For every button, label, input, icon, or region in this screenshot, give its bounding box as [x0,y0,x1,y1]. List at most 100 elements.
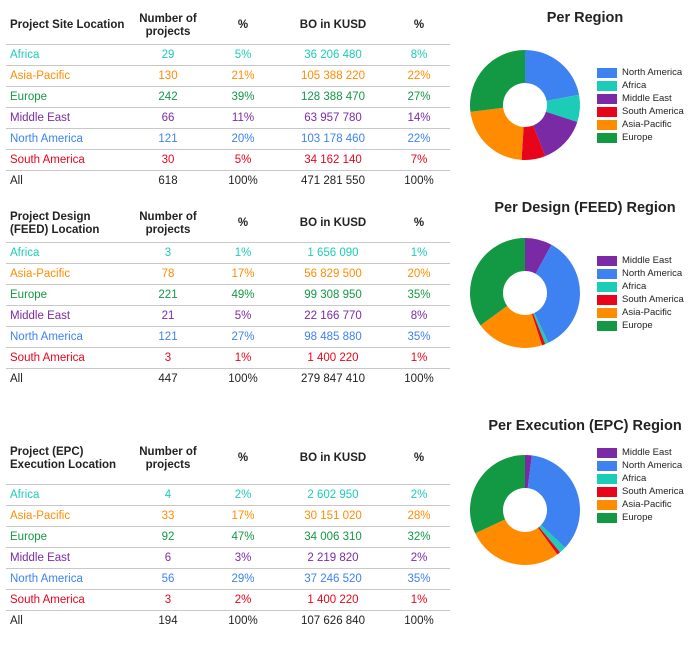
legend-label: Europe [622,132,653,143]
legend-label: North America [622,268,683,279]
slice-south-america [531,313,546,346]
table-row-europe: Europe 221 49% 99 308 950 35% [6,284,450,306]
legend-label: North America [622,67,683,78]
legend-item-europe: Europe [597,511,684,524]
cell-bo-percent: 22% [388,128,450,150]
cell-number: 618 [158,174,178,187]
legend-swatch [597,486,617,497]
slice-africa [533,312,549,345]
table-row-north-america: North America 121 20% 103 178 460 22% [6,128,450,150]
slice-middle-east [533,111,578,157]
cell-bo: 37 246 520 [278,568,388,590]
legend-swatch [597,119,617,130]
cell-percent: 5% [208,305,278,327]
cell-bo-percent: 35% [388,326,450,348]
legend-item-asia-pacific: Asia-Pacific [597,118,684,131]
cell-region: Europe [6,526,128,548]
cell-number: 447 [158,372,178,385]
cell-bo: 36 206 480 [278,44,388,66]
cell-bo-percent: 35% [388,568,450,590]
legend-label: South America [622,486,684,497]
cell-bo: 63 957 780 [278,107,388,129]
legend-label: Africa [622,281,647,292]
slice-middle-east [525,238,552,274]
cell-bo-percent: 100% [404,614,434,627]
cell-region: Europe [6,284,128,306]
cell-number: 4 [128,484,208,506]
cell-bo-percent: 1% [388,589,450,611]
cell-percent: 39% [208,86,278,108]
cell-bo: 107 626 840 [301,614,365,627]
legend-item-asia-pacific: Asia-Pacific [597,306,684,319]
cell-number: 33 [128,505,208,527]
cell-number: 194 [158,614,178,627]
cell-percent: 1% [208,347,278,369]
table-row-africa: Africa 3 1% 1 656 090 1% [6,242,450,264]
cell-percent: 1% [208,242,278,264]
cell-percent: 3% [208,547,278,569]
cell-percent: 17% [208,263,278,285]
legend-item-africa: Africa [597,472,684,485]
cell-bo-percent: 2% [388,484,450,506]
cell-bo-percent: 100% [404,174,434,187]
chart-title-per-region: Per Region [546,10,624,26]
cell-bo: 128 388 470 [278,86,388,108]
legend-label: Middle East [622,447,672,458]
legend-per-design: Middle East North America Africa South Amer… [597,254,684,332]
cell-region: Asia-Pacific [6,65,128,87]
epc-location-table: Project (EPC) Execution Location Number … [6,434,450,631]
table-row-all: All 447 100% 279 847 410 100% [6,368,450,389]
legend-label: North America [622,460,683,471]
table-row-middle-east: Middle East 21 5% 22 166 770 8% [6,305,450,327]
table-header-row: Project Design (FEED) Location Number of… [6,206,450,243]
cell-percent: 2% [208,484,278,506]
cell-bo-percent: 7% [388,149,450,171]
donut-chart-per-execution [470,455,580,565]
cell-bo: 56 829 500 [278,263,388,285]
legend-item-middle-east: Middle East [597,92,684,105]
cell-percent: 21% [208,65,278,87]
cell-bo-percent: 8% [388,305,450,327]
cell-bo-percent: 1% [388,242,450,264]
header-bo-percent: % [388,434,450,485]
cell-percent: 5% [208,44,278,66]
cell-bo: 2 602 950 [278,484,388,506]
table-row-south-america: South America 3 2% 1 400 220 1% [6,589,450,611]
header-number: Number of projects [128,206,208,243]
table-row-middle-east: Middle East 66 11% 63 957 780 14% [6,107,450,129]
slice-south-america [537,526,561,555]
legend-item-south-america: South America [597,485,684,498]
cell-percent: 5% [208,149,278,171]
legend-item-south-america: South America [597,293,684,306]
slice-north-america [527,455,580,548]
header-percent: % [208,434,278,485]
legend-label: Asia-Pacific [622,307,672,318]
legend-swatch [597,307,617,318]
cell-bo-percent: 14% [388,107,450,129]
header-location: Project (EPC) Execution Location [6,434,128,485]
cell-bo: 30 151 020 [278,505,388,527]
cell-number: 6 [128,547,208,569]
cell-region: All [10,372,23,385]
cell-number: 130 [128,65,208,87]
legend-swatch [597,281,617,292]
legend-swatch [597,268,617,279]
table-row-africa: Africa 4 2% 2 602 950 2% [6,484,450,506]
legend-item-asia-pacific: Asia-Pacific [597,498,684,511]
legend-item-europe: Europe [597,319,684,332]
cell-percent: 100% [228,174,258,187]
legend-swatch [597,473,617,484]
cell-region: North America [6,326,128,348]
cell-number: 121 [128,128,208,150]
cell-number: 121 [128,326,208,348]
cell-region: Middle East [6,547,128,569]
table-row-all: All 194 100% 107 626 840 100% [6,610,450,631]
cell-bo-percent: 2% [388,547,450,569]
cell-region: Africa [6,484,128,506]
cell-bo-percent: 8% [388,44,450,66]
cell-percent: 100% [228,614,258,627]
table-row-north-america: North America 121 27% 98 485 880 35% [6,326,450,348]
legend-swatch [597,499,617,510]
legend-swatch [597,320,617,331]
legend-label: Asia-Pacific [622,119,672,130]
